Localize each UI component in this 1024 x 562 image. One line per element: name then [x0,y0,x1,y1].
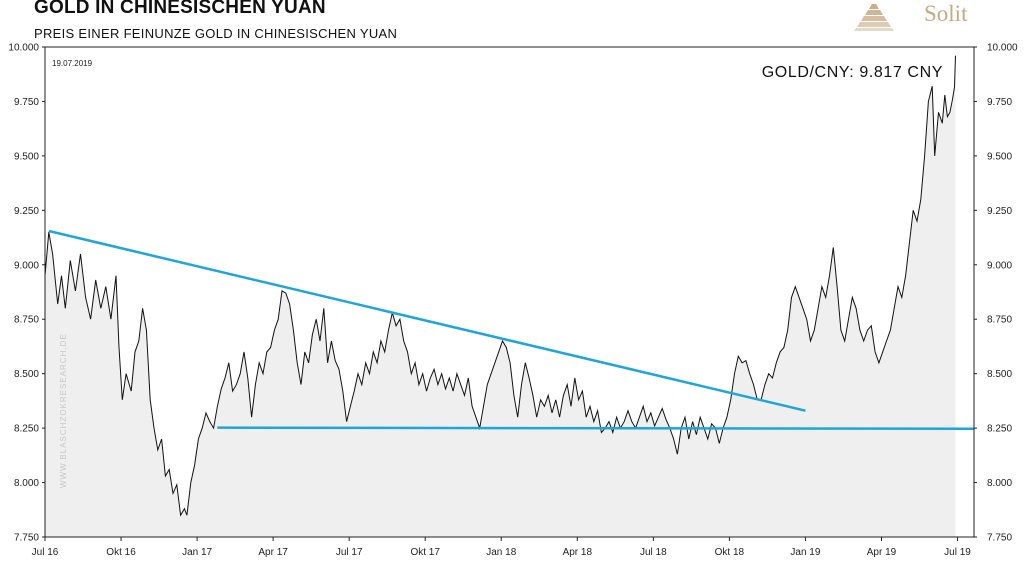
x-tick-label: Apr 17 [258,547,288,558]
y-tick-label-left: 9.000 [14,260,39,271]
resistance-trendline [48,229,806,412]
value-label: GOLD/CNY: 9.817 CNY [762,64,943,81]
support-trendline [217,426,975,431]
y-tick-label-right: 8.000 [987,478,1012,489]
logo-text: Solit [924,1,968,26]
y-tick-label-left: 9.250 [14,206,39,217]
y-tick-label-left: 8.750 [14,315,39,326]
y-tick-label-left: 8.000 [14,478,39,489]
price-area-fill [45,55,956,537]
x-axis: Jul 16 Okt 16 Jan 17 Apr 17 Jul 17 Okt 17 Jan … [32,537,971,558]
y-tick-label-right: 7.750 [987,533,1012,544]
y-tick-label-right: 8.500 [987,369,1012,380]
chart-subtitle: PREIS EINER FEINUNZE GOLD IN CHINESISCHE… [34,26,398,41]
x-tick-label: Apr 18 [563,547,593,558]
chart-title: GOLD IN CHINESISCHEN YUAN [34,0,326,18]
y-tick-label-right: 8.750 [987,315,1012,326]
x-tick-label: Jan 19 [790,547,820,558]
date-label: 19.07.2019 [52,59,93,68]
y-tick-label-left: 10.000 [8,43,39,54]
y-axis-left: 7.750 8.000 8.250 8.500 8.750 9.000 9.250 9.500… [8,43,45,544]
x-tick-label: Jul 17 [336,547,363,558]
x-tick-label: Jul 18 [640,547,667,558]
price-line [44,55,956,517]
y-tick-label-right: 9.000 [987,260,1012,271]
plot-frame [44,46,975,538]
y-tick-label-left: 9.750 [14,97,39,108]
x-tick-label: Apr 19 [867,547,897,558]
x-tick-label: Jul 19 [944,547,971,558]
y-tick-label-right: 9.750 [987,97,1012,108]
x-tick-label: Okt 17 [410,547,440,558]
watermark: WWW.BLASCHZOKRESEARCH.DE [59,333,68,488]
x-tick-label: Jan 18 [486,547,516,558]
y-tick-label-right: 10.000 [987,43,1018,54]
x-tick-label: Okt 16 [106,547,136,558]
x-tick-label: Jan 17 [182,547,212,558]
y-tick-label-left: 8.500 [14,369,39,380]
y-axis-right: 7.750 8.000 8.250 8.500 8.750 9.000 9.250 9.500… [974,43,1018,544]
x-tick-label: Jul 16 [32,547,59,558]
logo-pyramid-icon [854,4,894,31]
y-tick-label-right: 9.250 [987,206,1012,217]
y-tick-label-right: 8.250 [987,424,1012,435]
y-tick-label-left: 7.750 [14,533,39,544]
y-tick-label-left: 8.250 [14,424,39,435]
x-tick-label: Okt 18 [715,547,745,558]
y-tick-label-right: 9.500 [987,151,1012,162]
y-tick-label-left: 9.500 [14,151,39,162]
